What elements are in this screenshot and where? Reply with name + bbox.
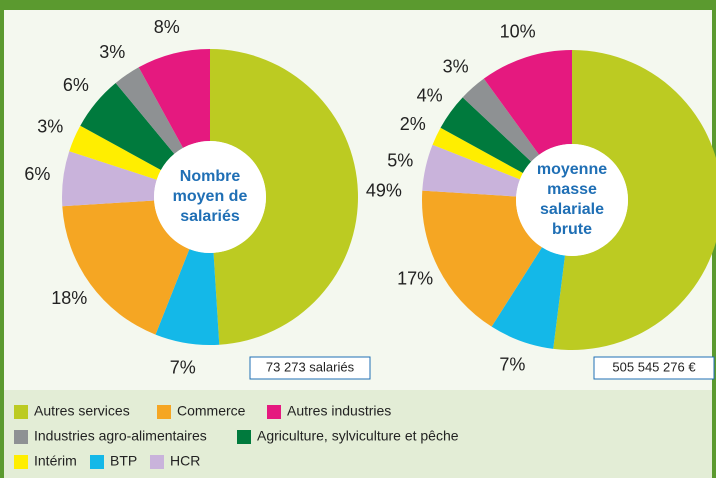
slice xyxy=(155,249,220,345)
legend-swatch xyxy=(157,405,171,419)
center-label: Nombre xyxy=(180,168,241,185)
slice-label: 10% xyxy=(500,21,536,41)
slice xyxy=(138,49,210,148)
legend-label: BTP xyxy=(110,453,137,469)
legend-label: Autres services xyxy=(34,403,130,419)
legend-swatch xyxy=(267,405,281,419)
slice-label: 2% xyxy=(400,114,426,134)
legend-label: Industries agro-alimentaires xyxy=(34,428,207,444)
slice xyxy=(422,190,542,327)
center-label: brute xyxy=(552,221,592,238)
slice xyxy=(62,200,190,335)
legend-swatch xyxy=(150,455,164,469)
center-label: salariés xyxy=(180,208,240,225)
slice xyxy=(491,247,565,349)
legend-swatch xyxy=(14,405,28,419)
slice-label: 49% xyxy=(366,180,402,200)
legend-label: Commerce xyxy=(177,403,246,419)
legend-label: Intérim xyxy=(34,453,77,469)
legend-label: Agriculture, sylviculture et pêche xyxy=(257,428,459,444)
legend-swatch xyxy=(14,430,28,444)
slice-label: 18% xyxy=(51,288,87,308)
slice-label: 4% xyxy=(417,85,443,105)
slice xyxy=(483,50,572,155)
slice-label: 8% xyxy=(154,17,180,37)
slice-label: 6% xyxy=(63,75,89,95)
slice xyxy=(462,78,540,162)
slice xyxy=(62,151,157,207)
slice xyxy=(210,49,358,345)
slice-label: 3% xyxy=(443,57,469,77)
slice-label: 6% xyxy=(24,164,50,184)
center-label: masse xyxy=(547,181,597,198)
center-label: moyen de xyxy=(173,188,248,205)
legend-label: Autres industries xyxy=(287,403,391,419)
slice-label: 17% xyxy=(397,269,433,289)
slice-label: 7% xyxy=(499,354,525,374)
total-label: 505 545 276 € xyxy=(612,359,696,374)
legend-swatch xyxy=(14,455,28,469)
center-hole xyxy=(154,141,266,253)
total-box xyxy=(249,356,371,380)
slice xyxy=(440,97,532,174)
slice-label: 3% xyxy=(37,117,63,137)
center-label: salariale xyxy=(540,201,604,218)
slice-label: 7% xyxy=(170,358,196,378)
slice xyxy=(422,144,520,197)
legend-swatch xyxy=(90,455,104,469)
left-border xyxy=(0,0,4,478)
center-label: moyenne xyxy=(537,161,607,178)
slice-label: 3% xyxy=(99,42,125,62)
slice xyxy=(80,82,175,171)
total-box xyxy=(593,356,715,380)
slice xyxy=(69,125,161,180)
slice xyxy=(432,127,523,180)
slice-label: 5% xyxy=(387,150,413,170)
total-label: 73 273 salariés xyxy=(266,359,355,374)
legend-swatch xyxy=(237,430,251,444)
slice xyxy=(553,50,716,350)
center-hole xyxy=(516,144,628,256)
legend-label: HCR xyxy=(170,453,200,469)
slice xyxy=(115,67,184,154)
top-bar xyxy=(0,0,716,10)
